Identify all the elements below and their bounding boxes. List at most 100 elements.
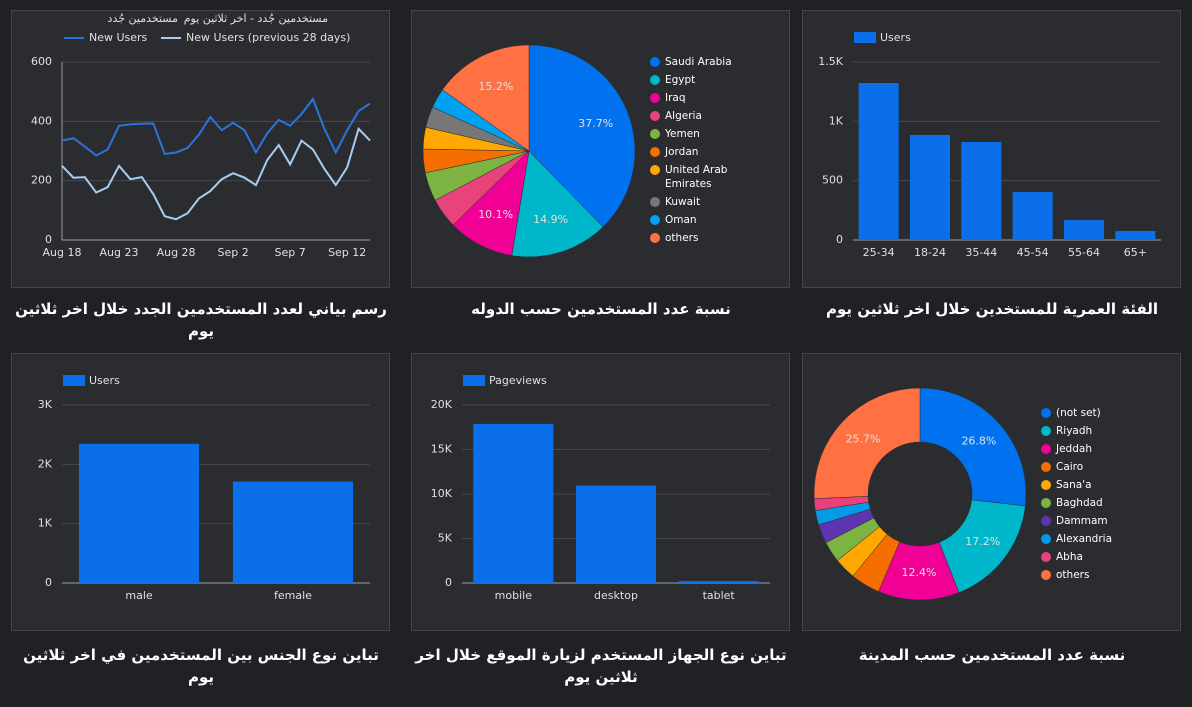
bar xyxy=(78,443,200,583)
line-series xyxy=(61,126,371,221)
y-tick-label: 0 xyxy=(836,233,843,246)
slice xyxy=(813,387,921,499)
x-tick-label: 55-64 xyxy=(1068,246,1100,259)
y-tick-label: 3K xyxy=(38,398,53,411)
y-tick-label: 20K xyxy=(431,398,453,411)
x-tick-label: Sep 12 xyxy=(328,246,366,259)
legend-item: Jeddah xyxy=(1041,442,1131,456)
x-tick-label: 25-34 xyxy=(863,246,895,259)
y-tick-label: 0 xyxy=(45,576,52,589)
legend-swatch xyxy=(650,147,660,157)
legend-item: Abha xyxy=(1041,550,1131,564)
slice xyxy=(528,44,636,228)
slice-label: 14.9% xyxy=(533,213,568,226)
bar xyxy=(232,481,354,583)
panel: 0 1K 2K 3K Users male female xyxy=(11,353,390,631)
legend-label: New Users xyxy=(89,31,148,44)
y-tick-label: 2K xyxy=(38,457,53,470)
slice-label: 17.2% xyxy=(965,535,1000,548)
bar xyxy=(909,134,951,240)
legend-swatch xyxy=(1041,516,1051,526)
x-tick-label: female xyxy=(274,589,312,602)
x-tick-label: 18-24 xyxy=(914,246,946,259)
legend-item: Jordan xyxy=(650,145,740,159)
legend: (not set) Riyadh Jeddah Cairo Sana'a Baghdad D… xyxy=(1041,406,1131,586)
legend-label: Users xyxy=(89,374,120,387)
x-tick-label: Aug 28 xyxy=(157,246,196,259)
legend-swatch xyxy=(650,197,660,207)
caption: نسبة عدد المستخدمين حسب المدينة xyxy=(858,646,1126,664)
legend-swatch xyxy=(1041,408,1051,418)
bar xyxy=(858,83,899,240)
slice xyxy=(919,387,1027,507)
y-tick-label: 5K xyxy=(438,532,453,545)
y-tick-label: 0 xyxy=(45,233,52,246)
bar xyxy=(473,423,554,583)
y-tick-label: 1K xyxy=(829,114,844,127)
slice-label: 10.1% xyxy=(478,208,513,221)
bar xyxy=(1063,220,1105,240)
bar xyxy=(1115,230,1156,240)
legend-swatch xyxy=(1041,570,1051,580)
x-tick-label: 65+ xyxy=(1124,246,1147,259)
y-tick-label: 500 xyxy=(822,174,843,187)
x-tick-label: 35-44 xyxy=(965,246,997,259)
legend-item: Cairo xyxy=(1041,460,1131,474)
caption: نسبة عدد المستخدمين حسب الدوله xyxy=(471,300,731,318)
legend-item: others xyxy=(1041,568,1131,582)
x-tick-label: tablet xyxy=(703,589,736,602)
slice-label: 15.2% xyxy=(478,80,513,93)
legend-swatch xyxy=(1041,444,1051,454)
x-tick-label: male xyxy=(125,589,153,602)
bar xyxy=(1012,192,1053,240)
legend-swatch xyxy=(463,375,485,386)
legend-item: Iraq xyxy=(650,91,740,105)
panel: 0 5K 10K 15K 20K Pageviews mobile desktop tablet xyxy=(411,353,790,631)
legend-label: Users xyxy=(880,31,911,44)
legend-item: others xyxy=(650,231,740,245)
legend-swatch xyxy=(1041,498,1051,508)
legend-item: Kuwait xyxy=(650,195,740,209)
bar xyxy=(961,141,1002,240)
line-series xyxy=(61,97,371,157)
legend-swatch xyxy=(650,57,660,67)
legend-item: Egypt xyxy=(650,73,740,87)
legend-item: Alexandria xyxy=(1041,532,1131,546)
y-tick-label: 15K xyxy=(431,443,453,456)
chart: 37.7% 14.9% 10.1% 15.2% xyxy=(422,44,636,258)
legend-swatch xyxy=(63,375,85,386)
legend-swatch xyxy=(650,111,660,121)
legend-swatch xyxy=(650,165,660,175)
legend-swatch xyxy=(650,75,660,85)
legend-swatch xyxy=(1041,552,1051,562)
legend-header: مستخدمين جُدد - اخر ثلاثين يوم xyxy=(184,12,328,25)
slice xyxy=(511,150,604,258)
y-tick-label: 600 xyxy=(31,55,52,68)
x-tick-label: Aug 23 xyxy=(100,246,139,259)
caption: رسم بياني لعدد المستخدمين الجدد خلال اخر… xyxy=(15,300,387,340)
x-tick-label: Aug 18 xyxy=(43,246,82,259)
legend-swatch xyxy=(650,233,660,243)
legend-item: Riyadh xyxy=(1041,424,1131,438)
slice-label: 26.8% xyxy=(961,434,996,447)
chart: 0 5K 10K 15K 20K Pageviews mobile desktop tablet xyxy=(431,374,770,602)
legend-item: Algeria xyxy=(650,109,740,123)
legend-swatch xyxy=(650,93,660,103)
legend-item: Sana'a xyxy=(1041,478,1131,492)
slice xyxy=(442,44,530,152)
legend-item: Saudi Arabia xyxy=(650,55,740,69)
x-tick-label: Sep 7 xyxy=(275,246,306,259)
y-tick-label: 10K xyxy=(431,487,453,500)
legend-header: مستخدمين جُدد xyxy=(108,12,179,25)
chart: 26.8% 17.2% 12.4% 25.7% xyxy=(813,387,1027,601)
slice-label: 37.7% xyxy=(578,117,613,130)
x-tick-label: 45-54 xyxy=(1017,246,1049,259)
legend-item: United Arab Emirates xyxy=(650,163,740,191)
panel: 37.7% 14.9% 10.1% 15.2% Saudi Arabia Egypt Ira… xyxy=(411,10,790,288)
legend-swatch xyxy=(1041,426,1051,436)
caption: الفئة العمرية للمستخدين خلال اخر ثلاثين … xyxy=(825,300,1159,318)
panel: 0 200 400 600 Aug 18 Aug 23 Aug 28 Sep 2 Sep 7 Se… xyxy=(11,10,390,288)
y-tick-label: 0 xyxy=(445,576,452,589)
slice-label: 25.7% xyxy=(845,432,880,445)
